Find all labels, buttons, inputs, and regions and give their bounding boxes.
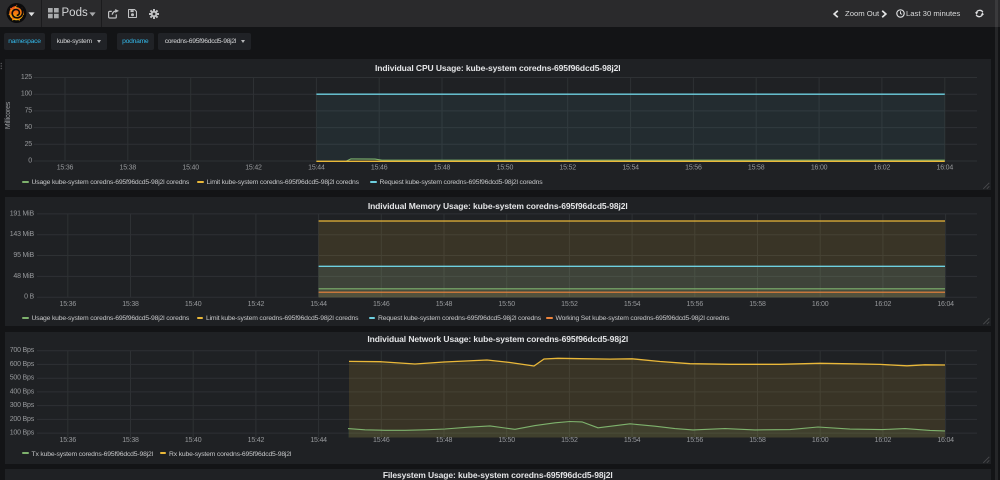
- svg-text:15:50: 15:50: [498, 437, 515, 444]
- svg-text:15:48: 15:48: [436, 301, 453, 308]
- svg-text:48 MiB: 48 MiB: [13, 273, 34, 280]
- svg-text:15:36: 15:36: [57, 164, 74, 171]
- svg-text:15:44: 15:44: [308, 164, 325, 171]
- svg-text:700 Bps: 700 Bps: [10, 347, 35, 354]
- svg-text:15:58: 15:58: [749, 437, 766, 444]
- svg-text:16:02: 16:02: [875, 437, 892, 444]
- svg-text:15:36: 15:36: [60, 301, 77, 308]
- svg-text:15:40: 15:40: [182, 164, 199, 171]
- svg-text:400 Bps: 400 Bps: [10, 388, 35, 395]
- svg-text:15:38: 15:38: [120, 164, 137, 171]
- svg-text:600 Bps: 600 Bps: [10, 361, 35, 368]
- svg-text:15:44: 15:44: [310, 437, 327, 444]
- svg-text:15:52: 15:52: [561, 437, 578, 444]
- svg-text:300 Bps: 300 Bps: [10, 402, 35, 409]
- svg-text:0 B: 0 B: [24, 294, 34, 301]
- svg-text:500 Bps: 500 Bps: [10, 375, 35, 382]
- svg-text:0: 0: [28, 158, 32, 165]
- svg-text:191 MiB: 191 MiB: [10, 210, 35, 217]
- svg-text:16:02: 16:02: [875, 301, 892, 308]
- svg-text:16:00: 16:00: [812, 437, 829, 444]
- svg-text:15:54: 15:54: [624, 437, 641, 444]
- svg-text:15:38: 15:38: [122, 301, 139, 308]
- svg-text:16:02: 16:02: [874, 164, 891, 171]
- svg-text:15:58: 15:58: [749, 301, 766, 308]
- svg-text:100: 100: [21, 91, 32, 98]
- svg-text:15:40: 15:40: [185, 437, 202, 444]
- svg-text:75: 75: [25, 107, 33, 114]
- svg-text:16:04: 16:04: [937, 164, 954, 171]
- svg-text:15:52: 15:52: [559, 164, 576, 171]
- svg-text:16:04: 16:04: [937, 437, 954, 444]
- svg-text:15:42: 15:42: [245, 164, 262, 171]
- svg-text:15:56: 15:56: [687, 437, 704, 444]
- svg-text:15:50: 15:50: [497, 164, 514, 171]
- svg-text:50: 50: [25, 124, 33, 131]
- svg-text:15:56: 15:56: [685, 164, 702, 171]
- svg-text:16:00: 16:00: [812, 301, 829, 308]
- svg-text:125: 125: [21, 74, 32, 81]
- svg-text:15:38: 15:38: [122, 437, 139, 444]
- svg-text:15:46: 15:46: [373, 301, 390, 308]
- svg-text:15:36: 15:36: [60, 437, 77, 444]
- svg-text:100 Bps: 100 Bps: [10, 430, 35, 437]
- svg-text:15:40: 15:40: [185, 301, 202, 308]
- svg-text:15:54: 15:54: [622, 164, 639, 171]
- svg-text:16:00: 16:00: [811, 164, 828, 171]
- svg-text:15:58: 15:58: [748, 164, 765, 171]
- svg-text:15:52: 15:52: [561, 301, 578, 308]
- svg-text:15:42: 15:42: [248, 437, 265, 444]
- svg-text:15:42: 15:42: [248, 301, 265, 308]
- svg-text:15:50: 15:50: [498, 301, 515, 308]
- svg-text:143 MiB: 143 MiB: [10, 231, 35, 238]
- svg-text:15:54: 15:54: [624, 301, 641, 308]
- svg-text:Millicores: Millicores: [5, 101, 12, 129]
- svg-text:15:46: 15:46: [371, 164, 388, 171]
- svg-text:15:56: 15:56: [687, 301, 704, 308]
- svg-text:15:48: 15:48: [436, 437, 453, 444]
- svg-text:15:44: 15:44: [310, 301, 327, 308]
- svg-text:95 MiB: 95 MiB: [13, 252, 34, 259]
- svg-text:25: 25: [25, 141, 33, 148]
- svg-text:200 Bps: 200 Bps: [10, 416, 35, 423]
- svg-text:15:46: 15:46: [373, 437, 390, 444]
- svg-text:15:48: 15:48: [434, 164, 451, 171]
- svg-text:16:04: 16:04: [937, 301, 954, 308]
